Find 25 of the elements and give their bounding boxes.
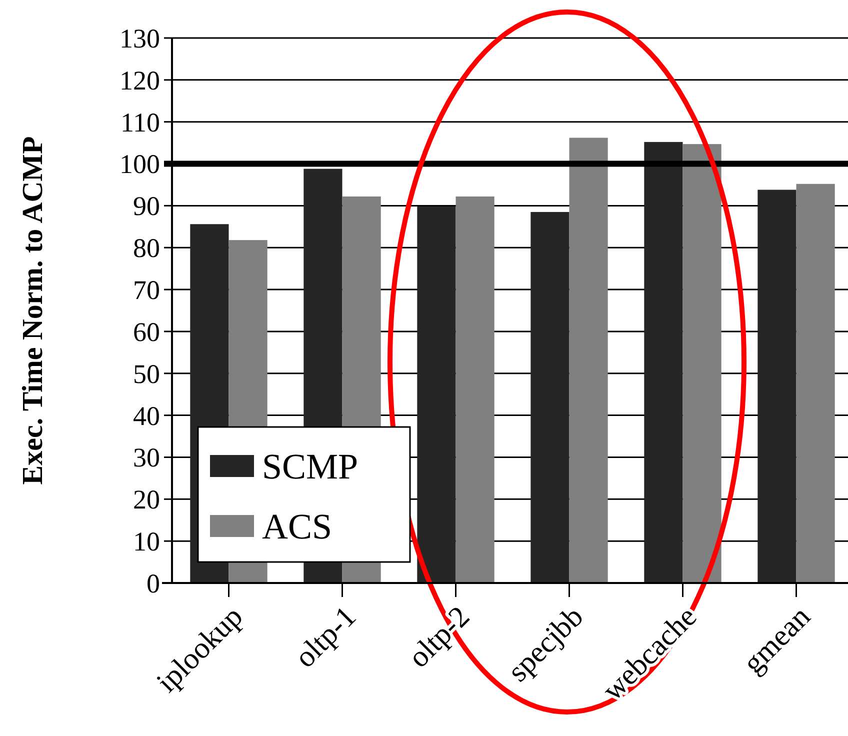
y-tick-label: 80 <box>133 233 160 264</box>
y-tick-label: 130 <box>120 23 160 54</box>
y-tick-label: 100 <box>120 149 160 180</box>
y-tick-label: 0 <box>146 568 160 598</box>
bar <box>758 190 796 583</box>
bar <box>569 138 608 583</box>
y-axis-title: Exec. Time Norm. to ACMP <box>17 136 49 485</box>
legend-label: ACS <box>262 506 332 547</box>
y-tick-label: 90 <box>133 191 160 222</box>
y-tick-label: 110 <box>120 107 160 138</box>
bar <box>644 142 683 583</box>
bar <box>456 196 494 583</box>
y-tick-label: 120 <box>120 65 160 96</box>
y-tick-label: 10 <box>133 526 160 557</box>
y-tick-label: 70 <box>133 274 160 305</box>
bar <box>682 144 722 583</box>
y-tick-label: 50 <box>133 358 160 389</box>
y-tick-label: 40 <box>133 400 160 431</box>
y-tick-label: 60 <box>133 316 160 347</box>
bar <box>417 206 456 583</box>
y-tick-label: 20 <box>133 484 160 515</box>
legend-label: SCMP <box>262 446 358 487</box>
y-tick-label: 30 <box>133 442 160 473</box>
bar <box>530 212 570 583</box>
bar <box>796 184 835 583</box>
